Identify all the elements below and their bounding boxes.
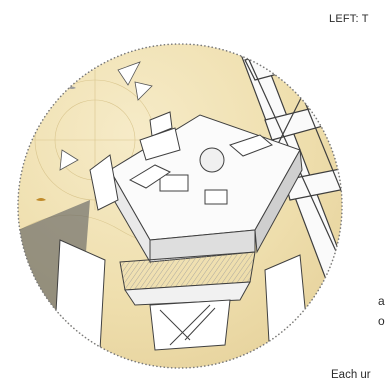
lower-floors: [54, 239, 311, 361]
caption-text: Each ur: [331, 369, 371, 381]
body-text-fragment: o: [378, 314, 385, 328]
upper-structures: [89, 111, 181, 211]
body-text-fragment: a: [378, 294, 385, 308]
bird-icon: [68, 86, 76, 89]
dotted-circle-frame: [17, 43, 343, 369]
bird-icon: [36, 198, 46, 201]
figure-heading: LEFT: T: [329, 13, 369, 25]
flags: [59, 61, 153, 171]
